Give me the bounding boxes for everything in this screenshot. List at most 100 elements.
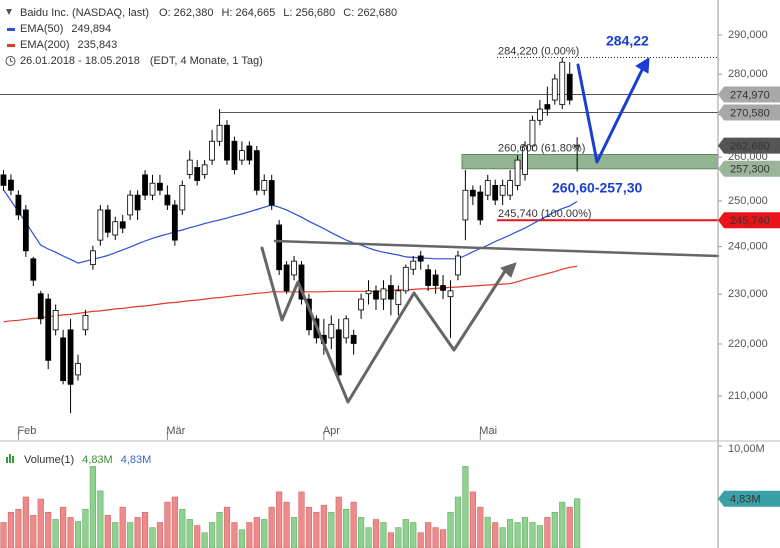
x-tick-label: Mär — [166, 425, 185, 437]
volume-bar — [551, 511, 558, 548]
candle-body — [22, 209, 29, 252]
candle-body — [179, 185, 186, 211]
volume-bar — [276, 491, 283, 548]
volume-bar — [410, 522, 417, 548]
volume-bar — [328, 511, 335, 548]
volume-bar — [209, 522, 216, 548]
volume-bar — [134, 517, 141, 548]
candle-body — [559, 61, 566, 105]
volume-bar — [417, 532, 424, 548]
y-tick-label: 250,000 — [728, 195, 768, 207]
volume-bar — [521, 517, 529, 548]
volume-bar — [201, 532, 208, 548]
volume-bar — [432, 527, 439, 548]
price-tag — [718, 104, 780, 121]
volume-bar — [439, 529, 447, 548]
y-tick-label: 280,000 — [728, 68, 768, 80]
candle-body — [365, 290, 372, 295]
volume-bar — [499, 527, 506, 548]
volume-bar — [37, 498, 44, 548]
candle-body — [335, 329, 342, 376]
volume-bar — [365, 527, 372, 548]
candle-body — [469, 189, 476, 197]
candle-body — [507, 180, 514, 196]
volume-bar — [574, 498, 581, 548]
candle-body — [261, 180, 268, 191]
candle-body — [246, 145, 253, 161]
volume-bar — [357, 517, 365, 548]
volume-bar — [402, 519, 409, 548]
legend-entry: EMA(200) 235,843 — [20, 39, 117, 51]
volume-bar — [454, 496, 462, 548]
quote-open: O: 262,380 — [159, 7, 213, 19]
y-tick-label: 210,000 — [728, 390, 768, 402]
candle-body — [484, 180, 491, 196]
price-tag-label: 245,740 — [730, 215, 770, 227]
volume-bar — [231, 522, 238, 548]
volume-bar — [492, 522, 499, 548]
candle-body — [97, 209, 104, 241]
volume-bar — [22, 496, 29, 548]
instrument-title: Baidu Inc. (NASDAQ, last) — [20, 7, 149, 19]
candle-body — [328, 323, 335, 339]
volume-bar — [104, 515, 111, 548]
volume-bar — [45, 511, 52, 548]
candle-body — [104, 209, 111, 233]
volume-icon — [6, 454, 14, 463]
volume-value: 4,83M — [121, 454, 152, 466]
pattern-arrowhead — [500, 262, 517, 278]
y-tick-label: 290,000 — [728, 29, 768, 41]
x-tick-label: Apr — [323, 425, 340, 437]
volume-bar — [127, 522, 134, 548]
price-tag-label: 270,580 — [730, 107, 770, 119]
period-note: (EDT, 4 Monate, 1 Tag) — [150, 55, 263, 67]
volume-bar — [112, 522, 119, 548]
candle-body — [387, 285, 394, 300]
volume-legend: Volume(1) 4,83M 4,83M — [24, 454, 151, 466]
y-tick-label: 240,000 — [728, 241, 768, 253]
volume-bar — [529, 522, 536, 548]
volume-tick-label: 10,00M — [728, 443, 765, 455]
x-tick-label: Mai — [479, 425, 497, 437]
candle-body — [157, 182, 163, 191]
legend: Baidu Inc. (NASDAQ, last) O: 262,380 H: 26… — [5, 7, 397, 466]
volume-bar — [52, 519, 59, 548]
legend-swatch — [7, 44, 15, 47]
volume-bar — [447, 511, 454, 548]
candle-body — [52, 310, 59, 331]
candle-body — [343, 318, 350, 339]
legend-swatch — [7, 28, 15, 31]
candle-body — [529, 119, 536, 147]
candle-body — [134, 194, 141, 211]
candle-layer — [0, 57, 581, 548]
candle-body — [186, 159, 193, 175]
volume-bar — [343, 508, 350, 548]
candle-body — [574, 145, 581, 148]
candle-body — [67, 329, 74, 385]
clock-hands — [10, 58, 13, 63]
volume-bar — [194, 525, 201, 548]
volume-bar — [320, 504, 327, 548]
volume-bar — [566, 506, 573, 548]
candle-body — [291, 260, 297, 276]
volume-bar — [462, 466, 469, 548]
volume-bar — [477, 506, 484, 548]
y-tick-label: 230,000 — [728, 288, 768, 300]
candle-body — [477, 191, 484, 221]
candle-body — [276, 224, 283, 271]
candle-body — [216, 124, 223, 142]
volume-bar — [164, 501, 171, 548]
volume-bar — [261, 519, 268, 548]
volume-bar — [119, 506, 126, 548]
fib-label: 245,740 (100.00%) — [498, 208, 592, 220]
volume-bar — [290, 517, 298, 548]
volume-bar — [141, 511, 149, 548]
volume-bar — [171, 496, 178, 548]
volume-bar — [283, 501, 290, 548]
period-line: 26.01.2018 - 18.05.2018 (EDT, 4 Monate, 1… — [20, 55, 263, 67]
candle-body — [82, 314, 89, 331]
legend-name: EMA(200) — [20, 39, 70, 51]
volume-bar — [469, 491, 476, 548]
volume-bar — [387, 532, 395, 548]
candle-body — [171, 204, 178, 241]
